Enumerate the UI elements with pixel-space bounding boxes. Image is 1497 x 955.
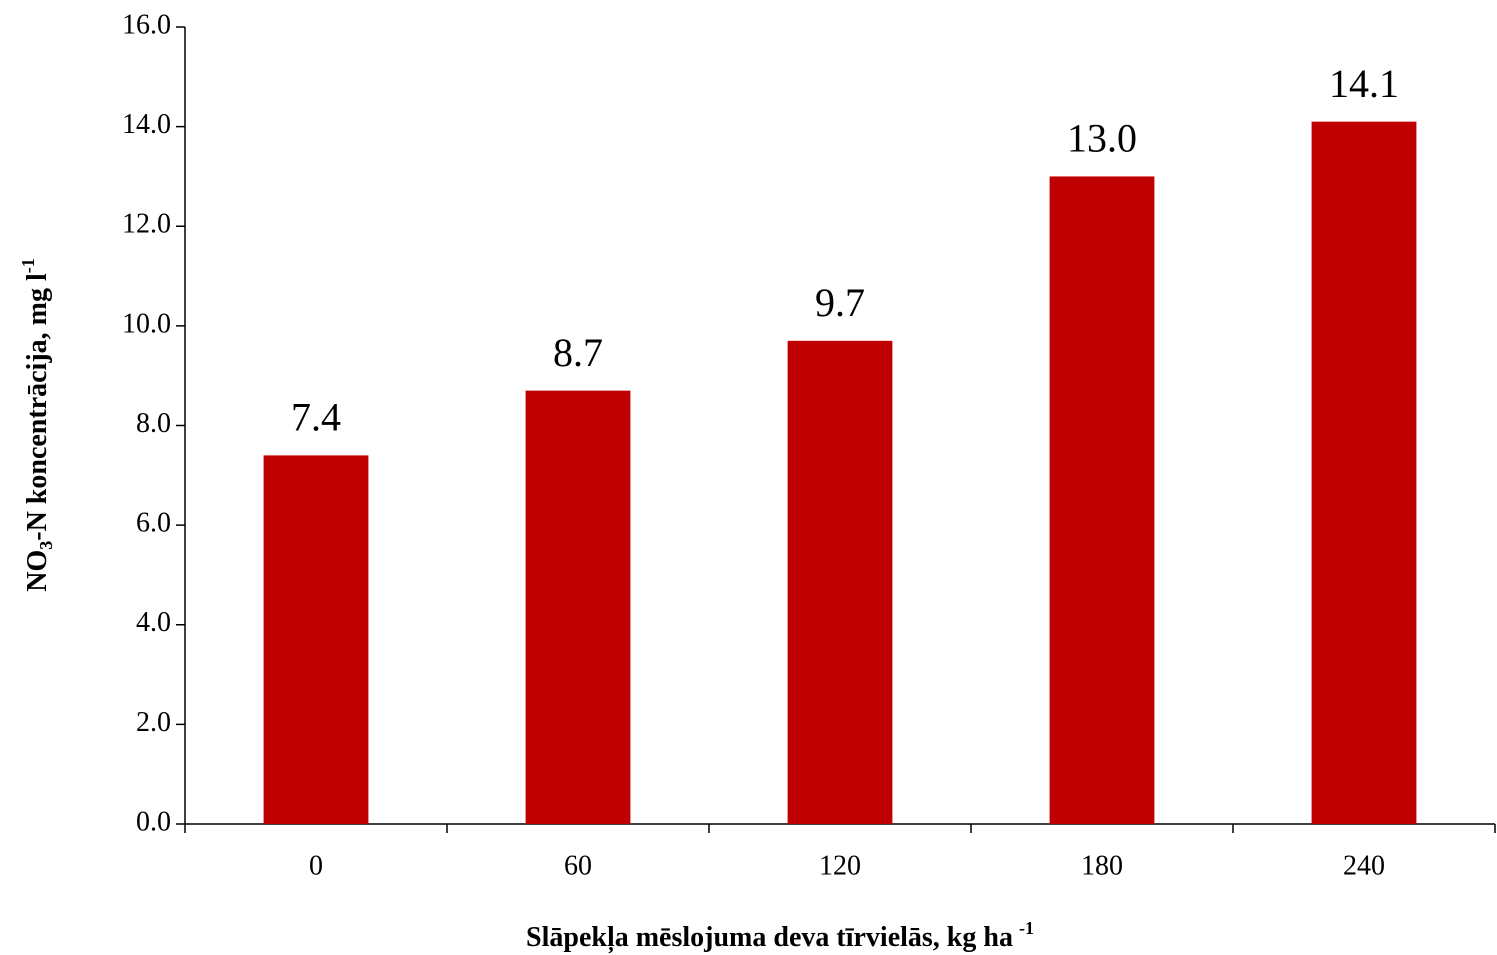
y-tick-label: 2.0 [136,707,171,738]
x-tick-label: 60 [564,850,592,881]
value-label: 8.7 [553,330,603,375]
value-label: 13.0 [1067,116,1137,161]
x-tick-label: 0 [309,850,323,881]
y-tick-label: 16.0 [122,9,171,40]
y-axis-title-sub: 3 [36,541,56,550]
y-tick-label: 10.0 [122,308,171,339]
x-tick-label: 240 [1343,850,1385,881]
x-tick-label: 180 [1081,850,1123,881]
x-tick-label: 120 [819,850,861,881]
bar [525,390,631,824]
y-tick-label: 8.0 [136,408,171,439]
x-axis-title-main: Slāpekļa mēslojuma deva tīrvielās, kg ha [526,922,1013,954]
bar [1311,121,1417,825]
value-label: 9.7 [815,280,865,325]
bar [263,455,369,824]
x-axis-title-sup: -1 [1019,918,1034,938]
value-label: 7.4 [291,395,341,440]
y-tick-label: 4.0 [136,607,171,638]
y-tick-label: 12.0 [122,209,171,240]
y-tick-label: 6.0 [136,508,171,539]
x-axis-title: Slāpekļa mēslojuma deva tīrvielās, kg ha… [526,918,1034,954]
y-axis-title: NO3-N koncentrācija, mg l-1 [18,258,56,592]
y-tick-label: 0.0 [136,806,171,837]
y-axis-title-main: NO [22,550,53,592]
value-label: 14.1 [1329,61,1399,106]
y-axis-title-rest: -N koncentrācija, mg l [22,273,53,541]
y-tick-label: 14.0 [122,109,171,140]
bar [787,340,893,824]
bar [1049,176,1155,824]
y-axis-title-sup: -1 [18,258,38,273]
